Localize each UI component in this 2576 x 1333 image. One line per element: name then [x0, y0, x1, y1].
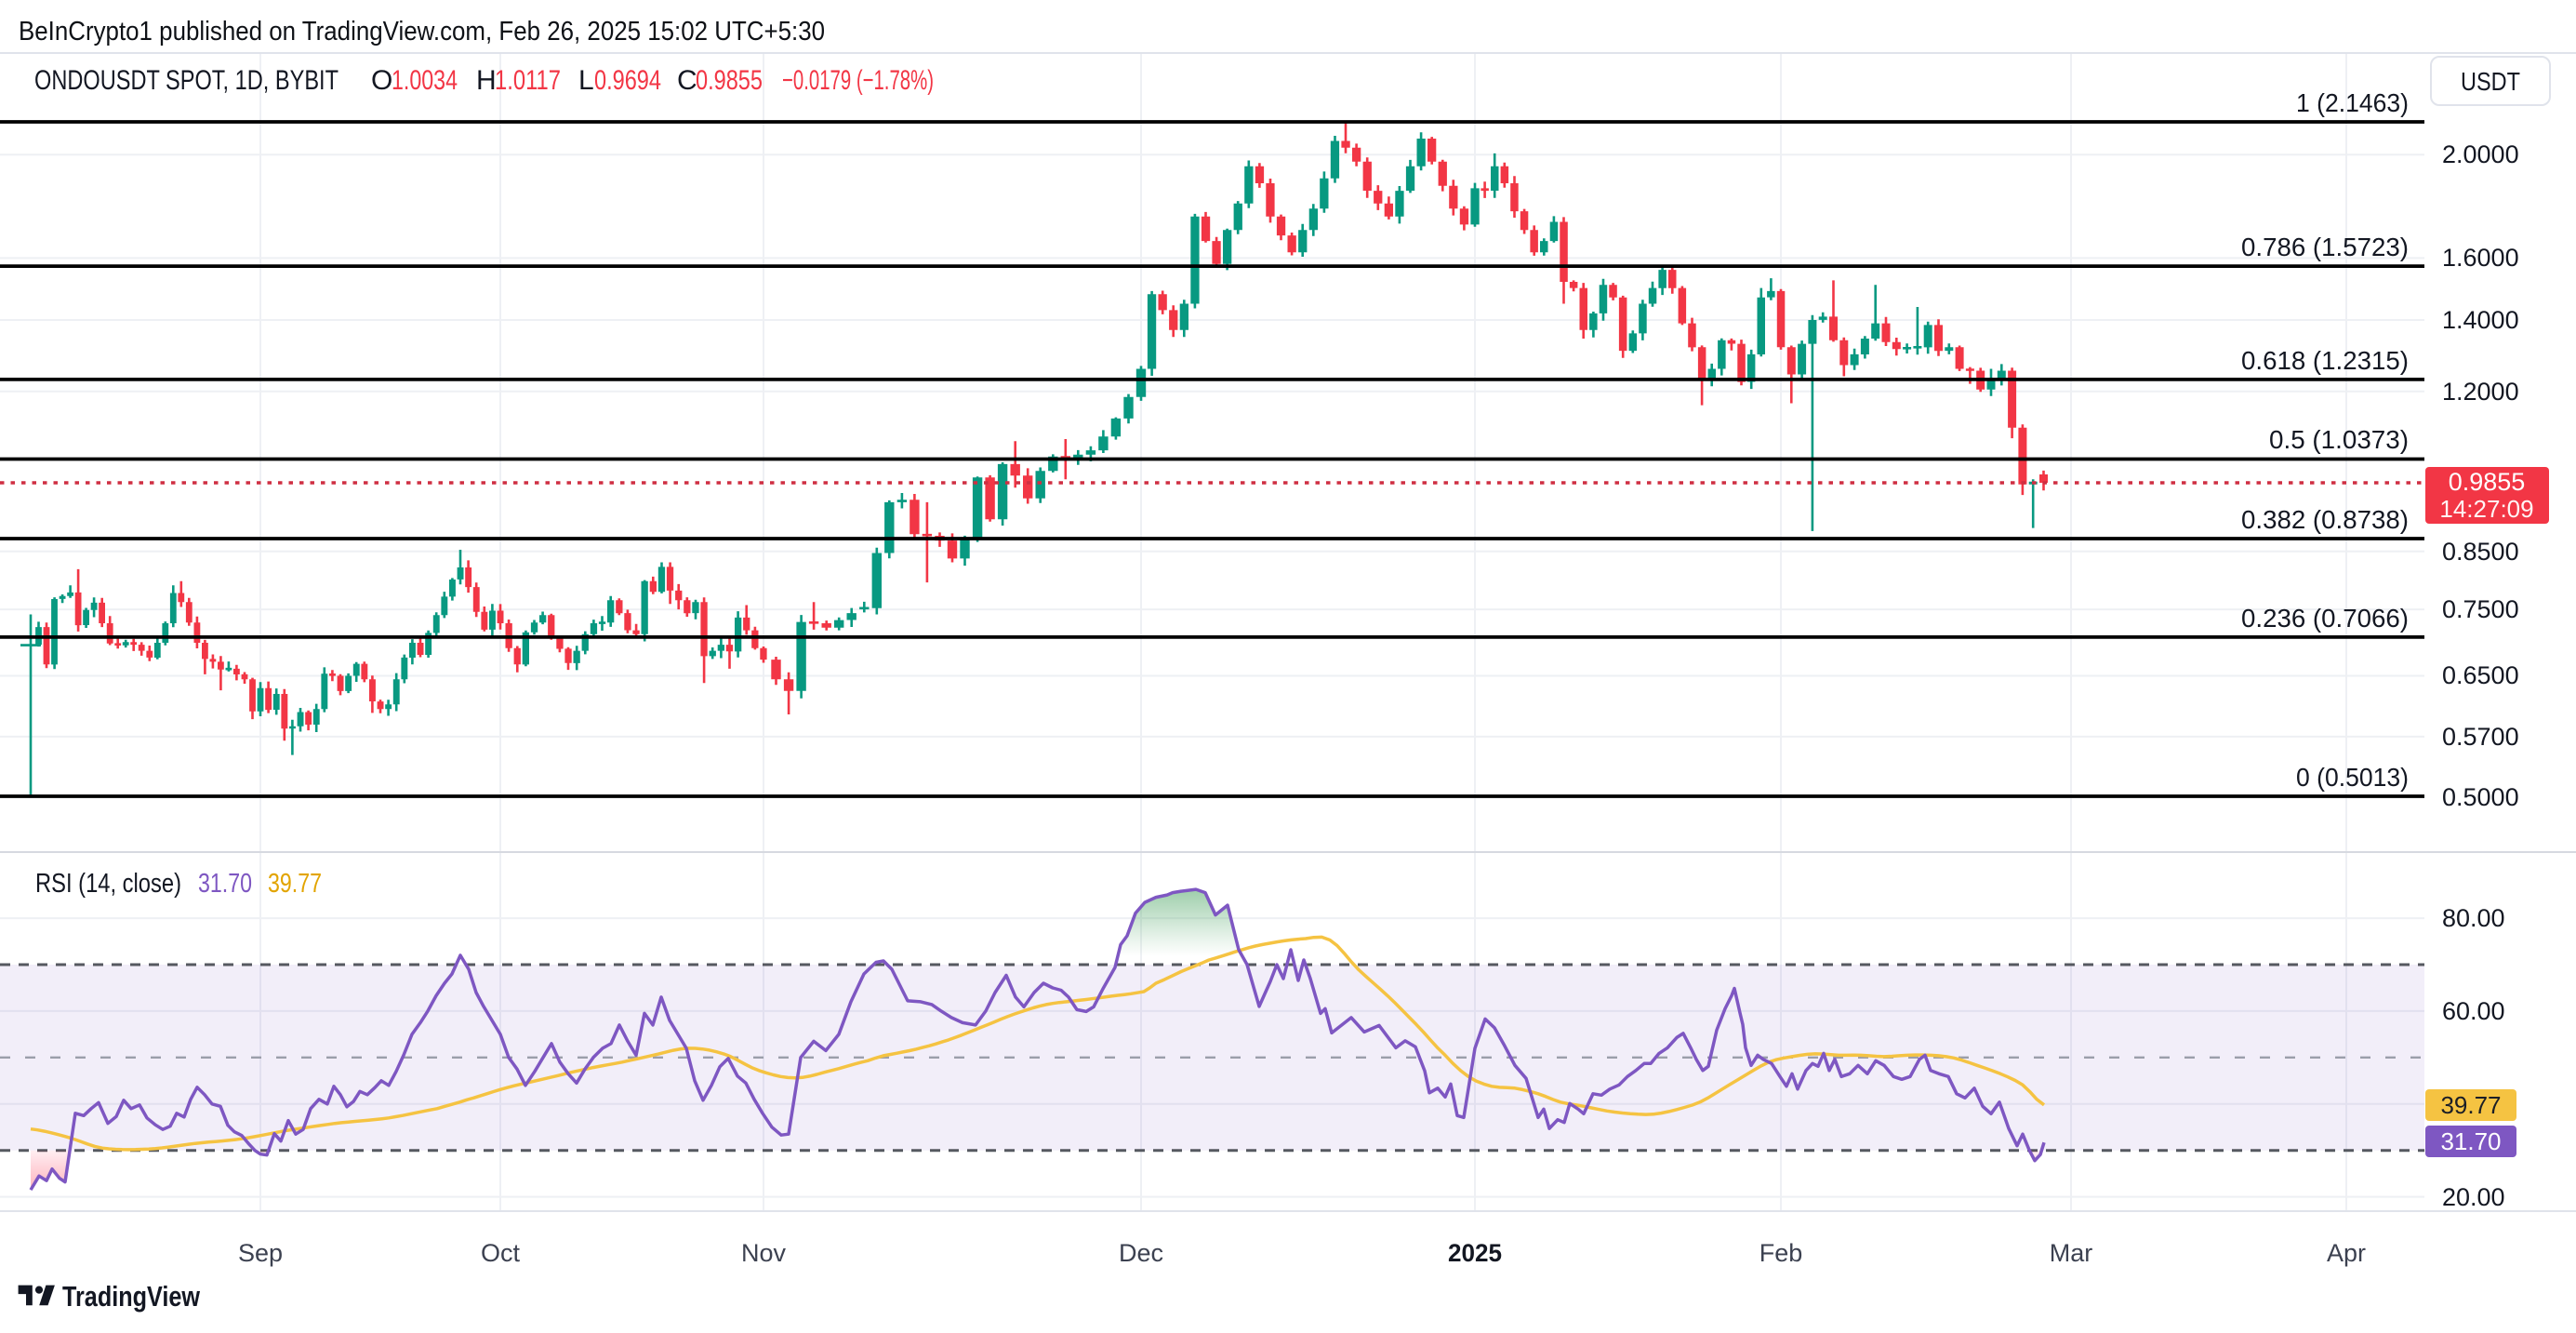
svg-text:0.5 (1.0373): 0.5 (1.0373)	[2269, 425, 2409, 454]
svg-text:0.382 (0.8738): 0.382 (0.8738)	[2241, 505, 2409, 534]
svg-text:0.7500: 0.7500	[2442, 595, 2519, 623]
svg-text:Oct: Oct	[481, 1239, 521, 1267]
svg-text:Dec: Dec	[1119, 1239, 1163, 1267]
svg-text:Sep: Sep	[238, 1239, 283, 1267]
svg-text:1 (2.1463): 1 (2.1463)	[2296, 88, 2409, 117]
svg-text:Mar: Mar	[2050, 1239, 2093, 1267]
svg-text:60.00: 60.00	[2442, 997, 2505, 1025]
svg-text:31.70: 31.70	[2440, 1127, 2501, 1155]
svg-text:BeInCrypto1 published on Tradi: BeInCrypto1 published on TradingView.com…	[19, 17, 825, 47]
svg-text:2025: 2025	[1448, 1239, 1502, 1267]
svg-text:0.5000: 0.5000	[2442, 783, 2519, 811]
svg-text:Feb: Feb	[1759, 1239, 1803, 1267]
svg-text:USDT: USDT	[2461, 67, 2520, 96]
svg-text:80.00: 80.00	[2442, 904, 2505, 932]
svg-text:14:27:09: 14:27:09	[2439, 495, 2533, 523]
svg-text:1.2000: 1.2000	[2442, 378, 2519, 406]
svg-text:39.77: 39.77	[2440, 1091, 2501, 1119]
svg-text:2.0000: 2.0000	[2442, 140, 2519, 168]
svg-text:0.9855: 0.9855	[2449, 468, 2526, 496]
svg-text:0.6500: 0.6500	[2442, 661, 2519, 689]
svg-text:20.00: 20.00	[2442, 1183, 2505, 1211]
svg-text:0.236 (0.7066): 0.236 (0.7066)	[2241, 604, 2409, 633]
svg-text:0.786 (1.5723): 0.786 (1.5723)	[2241, 233, 2409, 261]
svg-text:1.4000: 1.4000	[2442, 306, 2519, 334]
svg-text:Apr: Apr	[2327, 1239, 2366, 1267]
svg-text:TradingView: TradingView	[62, 1280, 201, 1313]
svg-text:0.5700: 0.5700	[2442, 723, 2519, 751]
svg-text:1.6000: 1.6000	[2442, 244, 2519, 272]
svg-text:Nov: Nov	[741, 1239, 787, 1267]
svg-text:0.618 (1.2315): 0.618 (1.2315)	[2241, 346, 2409, 375]
svg-text:0 (0.5013): 0 (0.5013)	[2296, 763, 2409, 792]
svg-text:0.8500: 0.8500	[2442, 538, 2519, 566]
